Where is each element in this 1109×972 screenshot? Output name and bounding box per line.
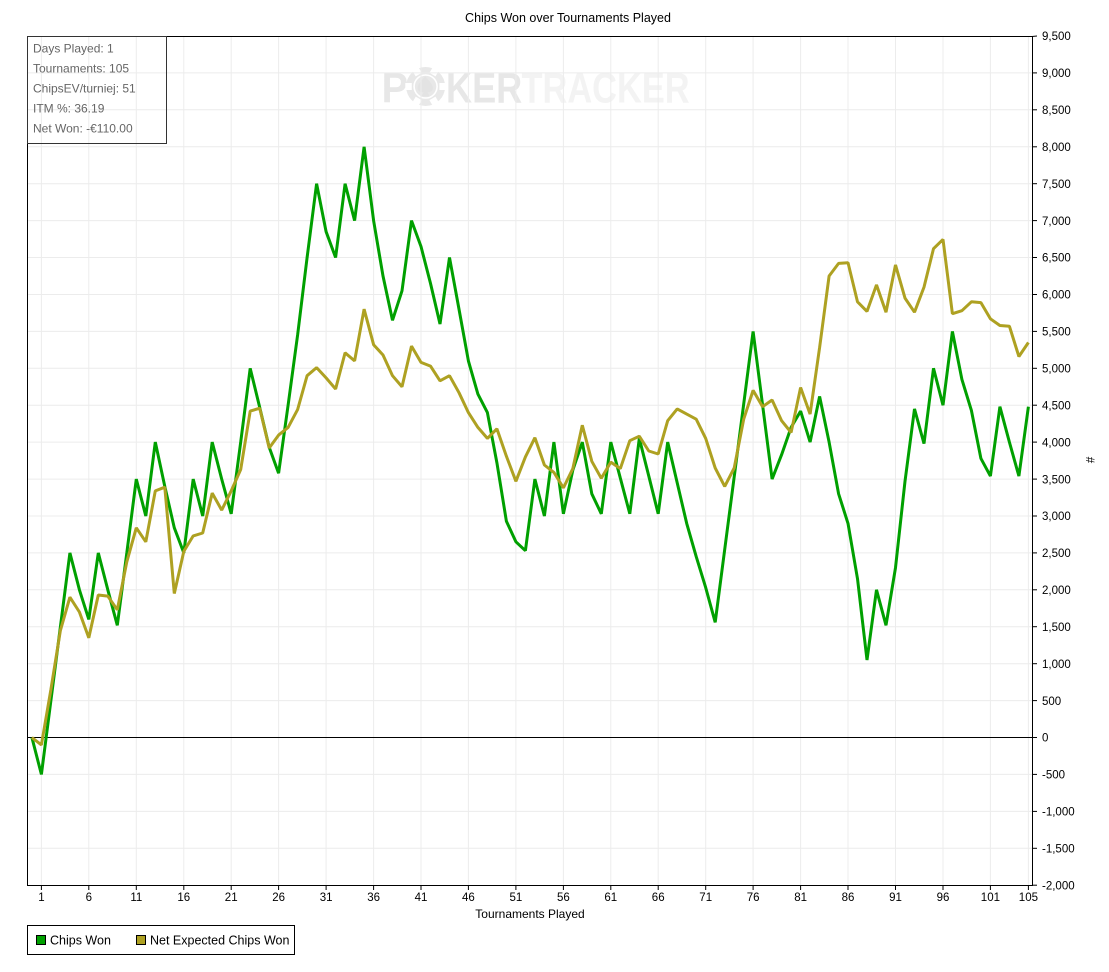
svg-text:71: 71 <box>699 892 712 904</box>
svg-text:TRACKER: TRACKER <box>522 65 690 112</box>
svg-text:5,000: 5,000 <box>1042 364 1071 376</box>
svg-text:61: 61 <box>604 892 617 904</box>
svg-text:3,000: 3,000 <box>1042 511 1071 523</box>
svg-text:6,500: 6,500 <box>1042 253 1071 265</box>
svg-text:96: 96 <box>937 892 950 904</box>
svg-text:5,500: 5,500 <box>1042 327 1071 339</box>
svg-text:21: 21 <box>225 892 238 904</box>
svg-text:8,500: 8,500 <box>1042 105 1071 117</box>
svg-text:1,000: 1,000 <box>1042 659 1071 671</box>
svg-text:4,000: 4,000 <box>1042 437 1071 449</box>
svg-text:86: 86 <box>842 892 855 904</box>
svg-text:26: 26 <box>272 892 285 904</box>
svg-text:31: 31 <box>320 892 333 904</box>
svg-text:500: 500 <box>1042 696 1061 708</box>
svg-text:6,000: 6,000 <box>1042 290 1071 302</box>
svg-text:-1,500: -1,500 <box>1042 844 1075 856</box>
svg-text:-1,000: -1,000 <box>1042 807 1075 819</box>
svg-text:3,500: 3,500 <box>1042 474 1071 486</box>
svg-text:ChipsEV/turniej: 51: ChipsEV/turniej: 51 <box>33 82 136 96</box>
svg-text:91: 91 <box>889 892 902 904</box>
svg-text:1,500: 1,500 <box>1042 622 1071 634</box>
svg-text:46: 46 <box>462 892 475 904</box>
svg-text:-500: -500 <box>1042 770 1065 782</box>
svg-text:1: 1 <box>38 892 44 904</box>
svg-text:36: 36 <box>367 892 380 904</box>
svg-text:105: 105 <box>1019 892 1038 904</box>
svg-text:16: 16 <box>177 892 190 904</box>
svg-text:ITM %: 36.19: ITM %: 36.19 <box>33 102 105 116</box>
svg-text:101: 101 <box>981 892 1000 904</box>
svg-text:0: 0 <box>1042 733 1048 745</box>
svg-text:76: 76 <box>747 892 760 904</box>
svg-text:9,500: 9,500 <box>1042 31 1071 43</box>
svg-text:41: 41 <box>415 892 428 904</box>
svg-text:Chips Won: Chips Won <box>50 934 111 948</box>
svg-text:Tournaments Played: Tournaments Played <box>475 907 584 921</box>
svg-text:7,000: 7,000 <box>1042 216 1071 228</box>
svg-text:Net Expected Chips Won: Net Expected Chips Won <box>150 934 289 948</box>
svg-text:2,000: 2,000 <box>1042 585 1071 597</box>
svg-text:Tournaments: 105: Tournaments: 105 <box>33 62 129 76</box>
svg-text:51: 51 <box>510 892 523 904</box>
svg-text:6: 6 <box>86 892 92 904</box>
svg-text:KER: KER <box>446 65 522 113</box>
svg-text:11: 11 <box>130 892 142 904</box>
svg-text:66: 66 <box>652 892 665 904</box>
svg-text:Net Won: -€110.00: Net Won: -€110.00 <box>33 122 133 136</box>
svg-text:Days Played: 1: Days Played: 1 <box>33 42 114 56</box>
svg-text:8,000: 8,000 <box>1042 142 1071 154</box>
svg-text:-2,000: -2,000 <box>1042 880 1075 892</box>
svg-text:81: 81 <box>794 892 807 904</box>
svg-text:P: P <box>382 64 408 112</box>
svg-text:Chips Won over Tournaments Pla: Chips Won over Tournaments Played <box>465 11 671 25</box>
svg-text:#: # <box>1083 457 1095 464</box>
svg-text:2,500: 2,500 <box>1042 548 1071 560</box>
svg-text:7,500: 7,500 <box>1042 179 1071 191</box>
svg-text:4,500: 4,500 <box>1042 400 1071 412</box>
svg-text:9,000: 9,000 <box>1042 68 1071 80</box>
svg-text:56: 56 <box>557 892 570 904</box>
